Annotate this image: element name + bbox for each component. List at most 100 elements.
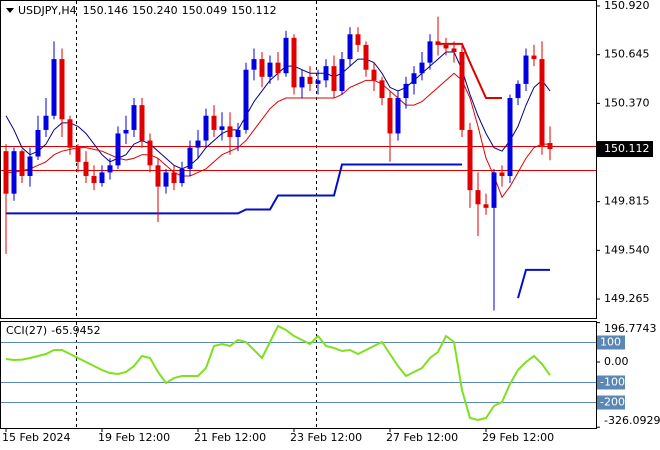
y-tick-label: 150.370 bbox=[604, 96, 650, 109]
candle-body bbox=[411, 73, 417, 84]
y-tick-label: 150.645 bbox=[604, 48, 650, 61]
candle-body bbox=[331, 66, 337, 91]
candle-body bbox=[187, 147, 193, 169]
y-tick-label: 149.540 bbox=[604, 243, 650, 256]
level-box bbox=[597, 375, 625, 390]
candle-body bbox=[107, 165, 113, 173]
x-tick-label: 19 Feb 12:00 bbox=[98, 431, 170, 444]
y-tick-label: 149.265 bbox=[604, 292, 650, 305]
candle-body bbox=[19, 151, 25, 176]
candle-body bbox=[219, 126, 225, 130]
candle-body bbox=[171, 172, 177, 184]
indicator-line bbox=[438, 42, 502, 100]
candle-body bbox=[315, 80, 321, 84]
candle-body bbox=[371, 69, 377, 81]
candle-body bbox=[491, 172, 497, 208]
x-tick-label: 29 Feb 12:00 bbox=[482, 431, 554, 444]
candle-body bbox=[163, 172, 169, 187]
candle-body bbox=[267, 62, 273, 77]
symbol-title: USDJPY,H4 bbox=[18, 4, 77, 17]
candle-body bbox=[147, 140, 153, 166]
candle-body bbox=[131, 105, 137, 130]
candle-body bbox=[179, 168, 185, 184]
candle-body bbox=[51, 59, 57, 116]
level-box bbox=[597, 395, 625, 410]
high-label: 150.240 bbox=[132, 4, 178, 17]
candle-body bbox=[155, 165, 161, 187]
candle-body bbox=[227, 126, 233, 138]
candle-body bbox=[235, 129, 241, 138]
candle-body bbox=[355, 34, 361, 45]
level-label: -100 bbox=[600, 376, 625, 389]
candle-body bbox=[43, 115, 49, 130]
candle-body bbox=[323, 66, 329, 81]
y-tick-label: -326.0929 bbox=[604, 414, 660, 427]
candle-body bbox=[459, 52, 465, 130]
y-tick-label: 0.00 bbox=[604, 355, 629, 368]
candle-body bbox=[67, 119, 73, 148]
indicator-line bbox=[517, 268, 550, 299]
candle-body bbox=[123, 129, 129, 134]
candle-body bbox=[83, 161, 89, 176]
y-tick-label: 150.920 bbox=[604, 0, 650, 12]
cci-value: -65.9452 bbox=[51, 324, 100, 337]
candle-body bbox=[91, 175, 97, 184]
main-panel-frame bbox=[0, 0, 597, 319]
indicator-line bbox=[6, 163, 462, 215]
level-label: -200 bbox=[600, 396, 625, 409]
x-tick-label: 23 Feb 12:00 bbox=[290, 431, 362, 444]
candle-body bbox=[139, 105, 145, 141]
chart-header: USDJPY,H4 150.146 150.240 150.049 150.112 bbox=[18, 4, 277, 17]
candle-body bbox=[523, 55, 529, 84]
candle-body bbox=[531, 55, 537, 60]
candle-body bbox=[515, 83, 521, 99]
candle-body bbox=[451, 48, 457, 53]
candle-body bbox=[547, 143, 553, 150]
x-tick-label: 15 Feb 2024 bbox=[2, 431, 70, 444]
y-tick-label: 196.7743 bbox=[604, 322, 657, 335]
candle-body bbox=[299, 76, 305, 88]
candle-body bbox=[59, 59, 65, 120]
y-tick-label: 149.815 bbox=[604, 195, 650, 208]
cci-panel-frame bbox=[0, 321, 597, 429]
symbol-icon bbox=[6, 8, 14, 13]
candle-body bbox=[283, 37, 289, 74]
candle-body bbox=[243, 69, 249, 130]
candle-body bbox=[427, 41, 433, 63]
candle-body bbox=[499, 172, 505, 176]
candle-body bbox=[3, 151, 9, 194]
candle-body bbox=[259, 59, 265, 77]
candle-body bbox=[395, 98, 401, 134]
candle-body bbox=[443, 44, 449, 49]
candle-body bbox=[419, 62, 425, 74]
candle-body bbox=[211, 115, 217, 130]
candle-body bbox=[467, 129, 473, 191]
candle-body bbox=[307, 76, 313, 84]
open-label: 150.146 bbox=[83, 4, 129, 17]
candle-body bbox=[99, 172, 105, 184]
candle-body bbox=[387, 98, 393, 134]
candle-body bbox=[339, 59, 345, 91]
candle-body bbox=[27, 156, 33, 176]
level-label: 100 bbox=[600, 336, 621, 349]
close-label: 150.112 bbox=[231, 4, 277, 17]
x-tick-label: 27 Feb 12:00 bbox=[386, 431, 458, 444]
candle-body bbox=[11, 151, 17, 194]
last-price-box bbox=[597, 141, 653, 158]
cci-header: CCI(27) -65.9452 bbox=[6, 324, 101, 337]
last-price-label: 150.112 bbox=[604, 142, 650, 155]
candle-body bbox=[347, 34, 353, 60]
candle-body bbox=[203, 115, 209, 141]
candle-body bbox=[483, 204, 489, 208]
level-box bbox=[597, 335, 625, 350]
indicator-line bbox=[6, 72, 550, 199]
candle-body bbox=[195, 140, 201, 148]
candle-body bbox=[251, 59, 257, 70]
candle-body bbox=[475, 190, 481, 205]
candle-body bbox=[35, 129, 41, 157]
candle-body bbox=[403, 83, 409, 99]
candle-body bbox=[115, 133, 121, 166]
cci-line bbox=[5, 324, 551, 422]
